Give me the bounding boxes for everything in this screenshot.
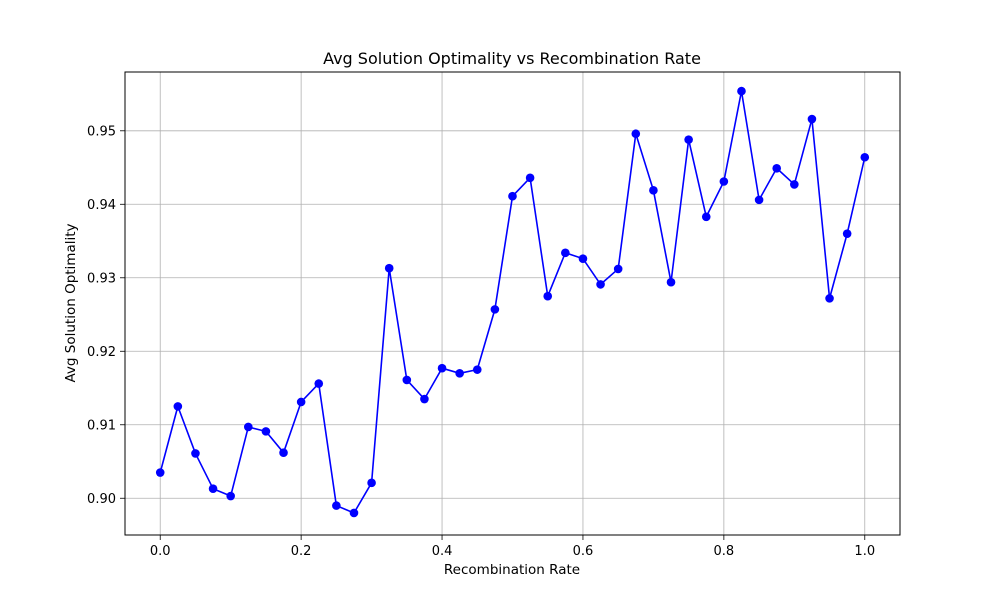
data-point xyxy=(613,264,623,274)
data-point xyxy=(578,254,588,263)
grid xyxy=(125,72,900,535)
data-point xyxy=(279,448,288,457)
y-tick-label: 0.95 xyxy=(87,124,116,139)
data-point xyxy=(666,277,676,287)
data-point xyxy=(402,375,412,385)
data-point xyxy=(543,291,553,301)
data-point xyxy=(807,114,817,124)
data-point xyxy=(719,177,729,186)
data-point xyxy=(437,363,447,373)
x-axis-ticks: 0.0 0.2 0.4 0.6 0.8 1.0 xyxy=(150,535,875,559)
y-tick-label: 0.94 xyxy=(87,198,116,213)
data-point xyxy=(349,508,359,518)
series-optimality xyxy=(155,86,870,518)
y-axis-label: Avg Solution Optimality xyxy=(63,223,79,382)
data-point xyxy=(631,129,641,139)
data-point xyxy=(842,229,852,238)
data-point xyxy=(649,186,658,195)
data-point xyxy=(243,422,253,432)
data-point xyxy=(684,135,693,144)
data-point xyxy=(737,86,746,96)
y-tick-label: 0.93 xyxy=(87,271,116,286)
data-point xyxy=(384,263,394,273)
chart-title: Avg Solution Optimality vs Recombination… xyxy=(323,49,701,68)
data-point xyxy=(332,501,341,510)
x-tick-label: 0.0 xyxy=(150,544,171,559)
x-axis-label: Recombination Rate xyxy=(444,562,580,578)
y-axis-ticks: 0.90 0.91 0.92 0.93 0.94 0.95 xyxy=(87,124,125,507)
x-tick-label: 0.6 xyxy=(573,544,594,559)
x-tick-label: 0.4 xyxy=(432,544,453,559)
data-point xyxy=(314,379,324,388)
y-tick-label: 0.90 xyxy=(87,492,116,507)
data-point xyxy=(455,369,464,378)
data-point xyxy=(490,305,500,314)
data-point xyxy=(261,427,271,436)
y-tick-label: 0.91 xyxy=(87,418,116,433)
data-point xyxy=(701,212,711,222)
data-point xyxy=(420,394,429,404)
data-point xyxy=(296,397,306,407)
data-point xyxy=(860,152,870,162)
data-point xyxy=(561,248,570,258)
data-point xyxy=(596,280,605,289)
data-point xyxy=(525,173,535,183)
data-point xyxy=(208,484,218,494)
data-point xyxy=(367,478,376,488)
data-point xyxy=(155,468,165,477)
data-point xyxy=(772,163,782,173)
x-tick-label: 1.0 xyxy=(854,544,875,559)
data-point xyxy=(472,365,482,374)
x-tick-label: 0.2 xyxy=(291,544,312,559)
data-point xyxy=(754,195,764,205)
plot-area-frame xyxy=(124,71,901,536)
data-point xyxy=(173,402,183,411)
data-point xyxy=(191,449,200,458)
data-point xyxy=(226,491,235,501)
data-point xyxy=(825,294,834,303)
data-point xyxy=(790,180,799,189)
data-point xyxy=(508,191,517,201)
y-tick-label: 0.92 xyxy=(87,345,116,360)
x-tick-label: 0.8 xyxy=(714,544,735,559)
